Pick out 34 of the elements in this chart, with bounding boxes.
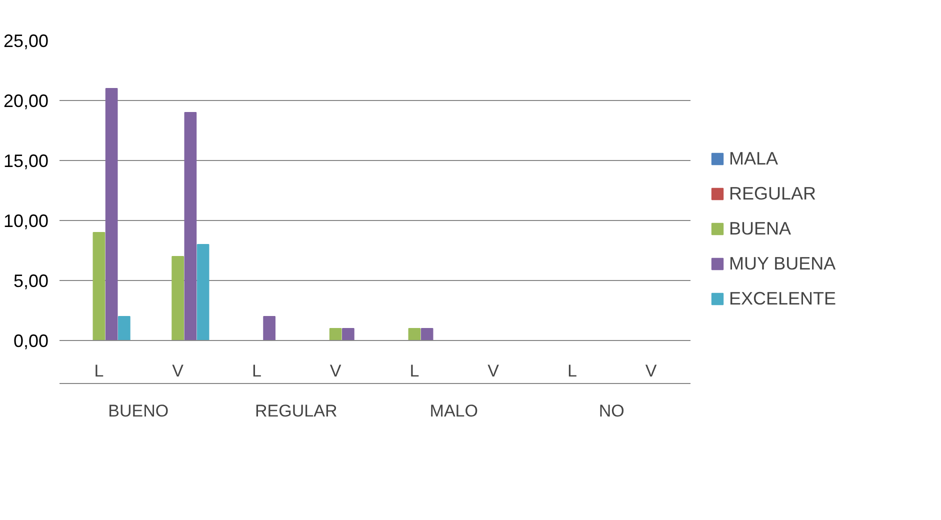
y-tick-label: 15,00: [3, 151, 49, 171]
bar: [420, 328, 434, 340]
bar: [92, 232, 106, 340]
text: NO: [598, 402, 624, 420]
x-tick-label: L: [410, 362, 420, 380]
bar: [263, 316, 276, 340]
x-tick-label: L: [567, 362, 577, 380]
text: BUENO: [108, 402, 169, 420]
bar: [118, 316, 130, 340]
legend-label: MALA: [729, 148, 778, 169]
bar: [342, 328, 354, 340]
bar: [408, 328, 421, 340]
y-tick-label: 5,00: [13, 271, 49, 291]
legend-label: REGULAR: [729, 183, 816, 204]
y-tick-label: 20,00: [3, 91, 49, 111]
bar: [329, 328, 342, 340]
x-tick-label: L: [94, 362, 104, 380]
legend-label: EXCELENTE: [729, 288, 836, 309]
legend-label: BUENA: [729, 218, 792, 239]
y-tick-label: 10,00: [3, 211, 49, 231]
x-tick-label: V: [330, 362, 342, 380]
y-tick-label: 0,00: [13, 331, 49, 351]
x-tick-label: V: [488, 362, 500, 380]
text: REGULAR: [255, 402, 338, 420]
x-tick-label: V: [172, 362, 184, 380]
bar: [196, 244, 210, 340]
legend-label: MUY BUENA: [729, 253, 836, 274]
bar: [172, 256, 184, 340]
bar: [105, 88, 118, 340]
x-tick-label: V: [645, 362, 658, 380]
y-tick-label: 25,00: [3, 31, 49, 51]
bar: [184, 112, 197, 340]
x-tick-label: L: [252, 362, 262, 380]
text: MALO: [430, 402, 478, 420]
